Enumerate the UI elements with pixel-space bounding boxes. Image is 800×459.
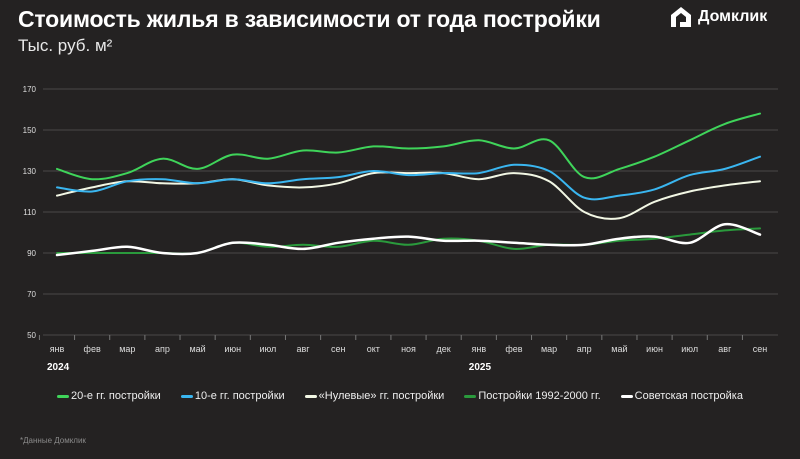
x-tick-label: мар — [541, 344, 557, 354]
x-tick-label: сен — [331, 344, 346, 354]
y-tick-label: 50 — [27, 331, 36, 340]
x-tick-label: авг — [718, 344, 732, 354]
house-logo-icon — [671, 7, 691, 27]
legend-label: Постройки 1992-2000 гг. — [478, 390, 601, 402]
logo-text: Домклик — [698, 8, 768, 25]
legend-swatch — [464, 394, 477, 398]
legend-label: 20-е гг. постройки — [71, 390, 161, 402]
legend-item: Постройки 1992-2000 гг. — [464, 390, 601, 402]
x-tick-label: янв — [50, 344, 65, 354]
x-tick-label: окт — [367, 344, 380, 354]
legend-label: «Нулевые» гг. постройки — [318, 390, 445, 402]
x-tick-label: июл — [259, 344, 276, 354]
x-tick-label: апр — [577, 344, 592, 354]
legend-label: Советская постройка — [634, 390, 743, 402]
legend-item: «Нулевые» гг. постройки — [304, 390, 445, 402]
legend-item: 10-е гг. постройки — [180, 390, 285, 402]
y-tick-label: 110 — [23, 208, 36, 217]
y-tick-label: 70 — [27, 290, 36, 299]
x-tick-label: июн — [224, 344, 241, 354]
x-tick-label: апр — [155, 344, 170, 354]
x-tick-label: ноя — [401, 344, 416, 354]
y-tick-label: 150 — [23, 126, 37, 135]
legend-swatch — [620, 394, 633, 398]
legend-item: Советская постройка — [620, 390, 743, 402]
legend-swatch — [180, 394, 193, 398]
x-tick-label: авг — [297, 344, 311, 354]
x-tick-label: июн — [646, 344, 663, 354]
series-line-1 — [56, 155, 761, 201]
domclick-logo: Домклик — [670, 6, 767, 28]
chart-subtitle: Тыс. руб. м² — [18, 36, 113, 55]
y-tick-label: 170 — [23, 85, 37, 94]
series-line-0 — [56, 112, 761, 181]
legend-swatch — [304, 394, 317, 398]
x-tick-label: дек — [437, 344, 451, 354]
x-tick-label: сен — [753, 344, 768, 354]
x-tick-label: фев — [505, 344, 522, 354]
year-label: 2025 — [469, 362, 492, 373]
x-tick-label: май — [189, 344, 205, 354]
y-tick-label: 130 — [23, 167, 37, 176]
x-tick-label: май — [611, 344, 627, 354]
legend-swatch — [57, 394, 70, 398]
footnote: *Данные Домклик — [20, 436, 86, 445]
chart-title: Стоимость жилья в зависимости от года по… — [18, 6, 601, 32]
series-line-3 — [56, 227, 761, 255]
legend: 20-е гг. постройки 10-е гг. постройки «Нул… — [0, 390, 800, 402]
year-label: 2024 — [47, 362, 70, 373]
x-tick-label: июл — [681, 344, 698, 354]
x-tick-label: мар — [119, 344, 135, 354]
legend-label: 10-е гг. постройки — [194, 390, 285, 402]
y-tick-label: 90 — [27, 249, 36, 258]
legend-item: 20-е гг. постройки — [57, 390, 161, 402]
x-tick-label: янв — [471, 344, 486, 354]
series-line-2 — [56, 171, 761, 220]
x-tick-label: фев — [84, 344, 101, 354]
